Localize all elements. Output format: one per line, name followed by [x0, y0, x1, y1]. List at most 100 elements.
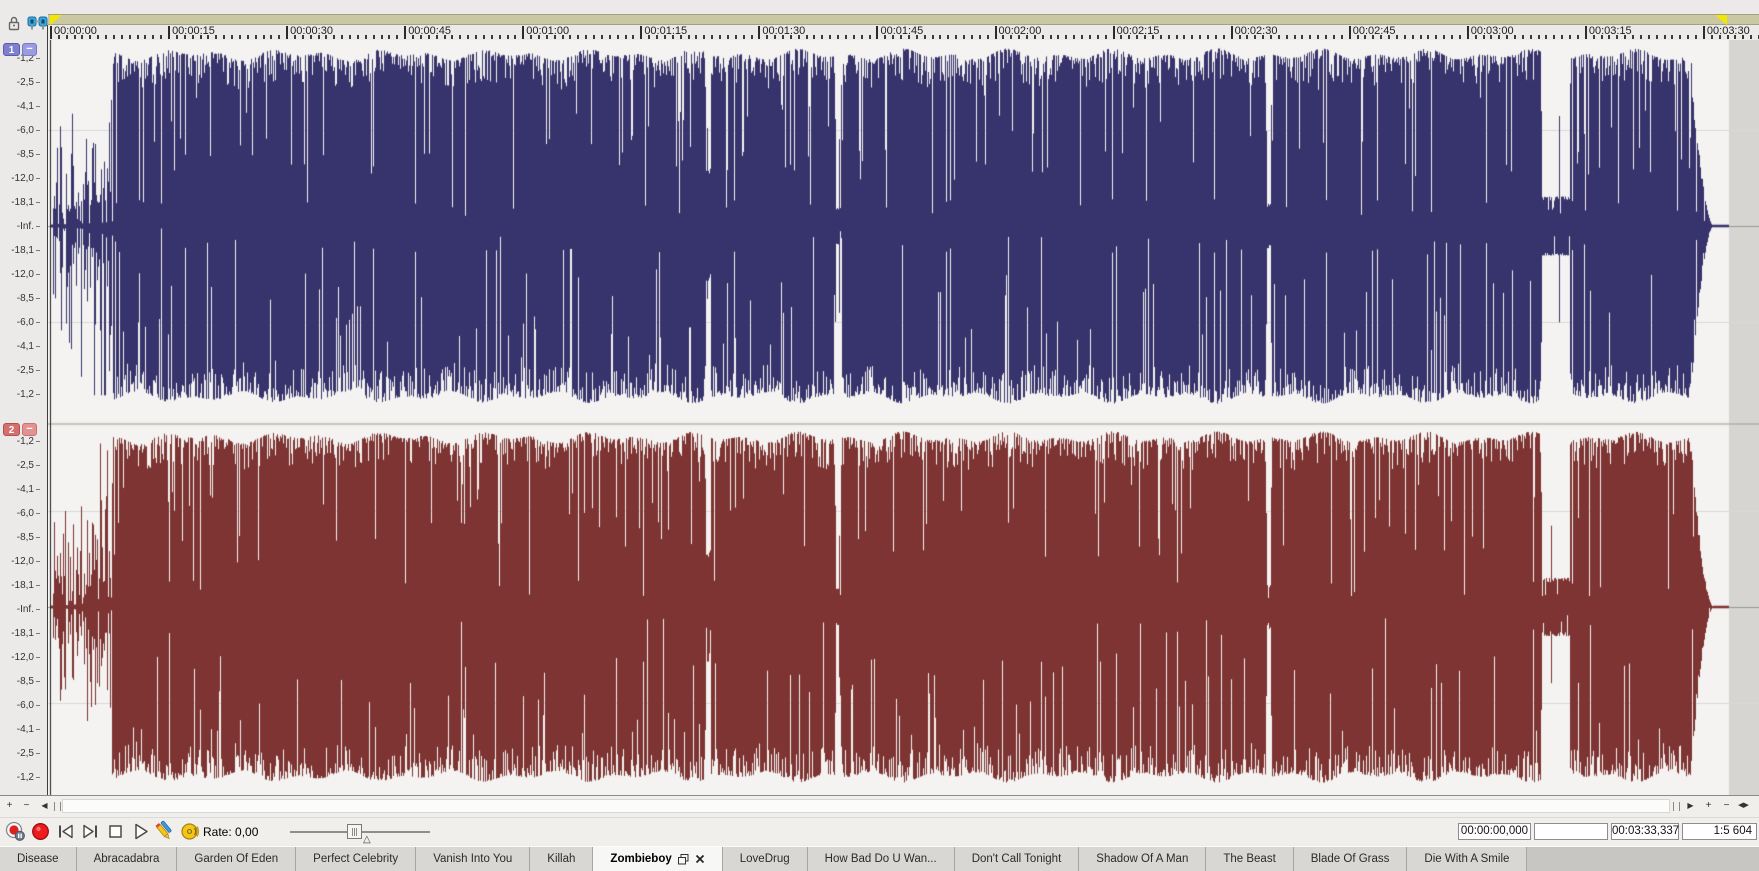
scrub-icon[interactable]	[179, 820, 202, 843]
channel-2-badge[interactable]: 2	[3, 423, 20, 436]
zoom-out-icon[interactable]: −	[1723, 800, 1730, 811]
ruler-tick	[175, 35, 178, 39]
length-field[interactable]: 00:03:33,337	[1611, 823, 1679, 840]
db-label: -12,0	[0, 269, 40, 280]
ruler-tick	[1238, 35, 1241, 39]
record-arm-icon[interactable]	[4, 820, 27, 843]
zoom-out-icon[interactable]: −	[23, 800, 30, 811]
ruler-tick	[1695, 35, 1698, 39]
fit-width-icon[interactable]: ◀▶	[1738, 802, 1749, 809]
ruler-tick	[498, 35, 501, 39]
db-label: -18,1	[0, 628, 40, 639]
db-label: -1,2	[0, 389, 40, 400]
ruler-tick	[545, 35, 548, 39]
ruler-timestamp: 00:00:15	[172, 25, 215, 37]
ruler-tick	[451, 35, 454, 39]
db-label: -Inf.	[0, 221, 40, 232]
file-tab-disease[interactable]: Disease	[0, 847, 77, 871]
zoom-in-icon[interactable]: +	[1705, 800, 1712, 811]
ruler-tick	[1214, 35, 1217, 39]
ruler-tick	[238, 35, 241, 39]
ruler-tick	[1372, 35, 1375, 39]
tab-label: Perfect Celebrity	[313, 853, 399, 865]
tab-label: Vanish Into You	[433, 853, 513, 865]
ruler-tick-major	[876, 26, 879, 39]
ruler-tick	[1049, 35, 1052, 39]
scroll-left-icon[interactable]: ◀	[41, 801, 48, 810]
db-label: -6,0	[0, 317, 40, 328]
close-icon[interactable]	[695, 854, 705, 864]
channel-1-badge[interactable]: 1	[3, 43, 20, 56]
ruler-tick	[1380, 35, 1383, 39]
ruler-tick	[703, 35, 706, 39]
file-tab-perfect-celebrity[interactable]: Perfect Celebrity	[296, 847, 417, 871]
ruler-timestamp: 00:02:30	[1234, 25, 1278, 37]
pencil-edit-icon[interactable]	[154, 820, 177, 843]
ruler-tick	[1474, 35, 1477, 39]
stop-icon[interactable]	[104, 820, 127, 843]
scrollbar-thumb[interactable]	[62, 799, 1670, 813]
go-to-end-icon[interactable]	[79, 820, 102, 843]
record-icon[interactable]	[29, 820, 52, 843]
file-tab-die-with-a-smile[interactable]: Die With A Smile	[1407, 847, 1528, 871]
dock-link-icon[interactable]	[27, 13, 48, 32]
go-to-start-icon[interactable]	[54, 820, 77, 843]
zoom-ratio-field[interactable]: 1:5 604	[1682, 823, 1757, 840]
ruler-tick	[1529, 35, 1532, 39]
ruler-tick	[435, 35, 438, 39]
file-tab-don-t-call-tonight[interactable]: Don't Call Tonight	[954, 847, 1080, 871]
ruler-tick	[1151, 35, 1154, 39]
waveform-canvas[interactable]	[48, 40, 1759, 795]
file-tab-killah[interactable]: Killah	[530, 847, 594, 871]
file-tab-lovedrug[interactable]: LoveDrug	[722, 847, 808, 871]
ruler-tick	[553, 35, 556, 39]
loop-region-bar[interactable]	[48, 14, 1759, 25]
selection-field[interactable]	[1534, 823, 1608, 840]
file-tab-the-beast[interactable]: The Beast	[1206, 847, 1294, 871]
scrollbar-left-grip[interactable]	[54, 802, 61, 811]
tab-label: Die With A Smile	[1424, 853, 1510, 865]
file-tab-shadow-of-a-man[interactable]: Shadow Of A Man	[1079, 847, 1207, 871]
ruler-tick	[907, 35, 910, 39]
zoom-in-icon[interactable]: +	[6, 800, 13, 811]
db-label: -8,5	[0, 149, 40, 160]
ruler-tick	[223, 35, 226, 39]
time-ruler[interactable]: 00:00:00 00:00:15 00:00:30 00:00:45 00:01:00…	[48, 25, 1759, 40]
db-label: -2,5	[0, 365, 40, 376]
file-tab-vanish-into-you[interactable]: Vanish Into You	[416, 847, 531, 871]
scrollbar-right-grip[interactable]	[1673, 802, 1680, 811]
tab-label: Zombieboy	[610, 853, 672, 865]
ruler-tick-major	[286, 26, 289, 39]
channel-2-collapse-button[interactable]: −	[22, 423, 37, 436]
file-tab-how-bad-do-u-wan[interactable]: How Bad Do U Wan...	[807, 847, 955, 871]
play-icon[interactable]	[129, 820, 152, 843]
rate-slider-thumb[interactable]	[347, 824, 362, 839]
db-label: -1,2	[0, 772, 40, 783]
ruler-tick	[1254, 35, 1257, 39]
ruler-tick	[73, 35, 76, 39]
ruler-tick	[1726, 35, 1729, 39]
ruler-tick-major	[1702, 26, 1705, 39]
file-tab-abracadabra[interactable]: Abracadabra	[76, 847, 178, 871]
loop-end-marker[interactable]	[1715, 15, 1727, 25]
db-label: -2,5	[0, 460, 40, 471]
db-label: -1,2	[0, 53, 40, 64]
ruler-tick	[1073, 35, 1076, 39]
ruler-tick	[844, 35, 847, 39]
ruler-tick	[1521, 35, 1524, 39]
ruler-timestamp: 00:02:00	[998, 25, 1042, 37]
channel-1-collapse-button[interactable]: −	[22, 43, 37, 56]
ruler-tick	[81, 35, 84, 39]
scroll-right-icon[interactable]: ▶	[1687, 801, 1694, 810]
cursor-position-field[interactable]: 00:00:00,000	[1458, 823, 1531, 840]
file-tab-zombieboy[interactable]: Zombieboy	[593, 847, 723, 871]
file-tab-blade-of-grass[interactable]: Blade Of Grass	[1293, 847, 1408, 871]
file-tab-garden-of-eden[interactable]: Garden Of Eden	[177, 847, 297, 871]
lock-icon[interactable]	[6, 15, 22, 32]
loop-start-marker[interactable]	[50, 15, 62, 25]
tab-label: How Bad Do U Wan...	[824, 853, 937, 865]
ruler-tick	[97, 35, 100, 39]
ruler-tick	[380, 35, 383, 39]
restore-window-icon[interactable]	[677, 853, 689, 865]
